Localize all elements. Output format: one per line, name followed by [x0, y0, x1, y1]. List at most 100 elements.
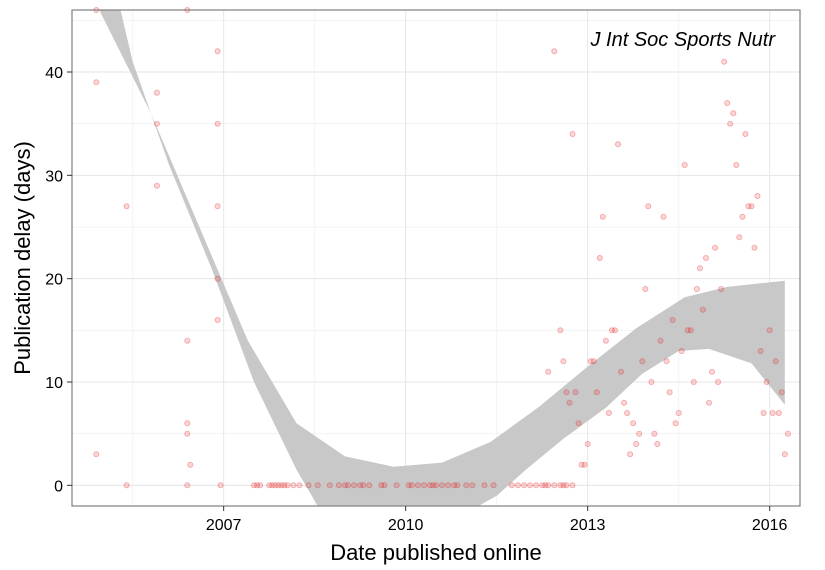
data-point — [766, 327, 773, 334]
data-point — [93, 451, 100, 458]
data-point — [514, 482, 521, 489]
data-point — [357, 482, 364, 489]
data-point — [739, 213, 746, 220]
data-point — [284, 482, 291, 489]
data-points — [93, 7, 791, 489]
y-tick-label: 30 — [45, 168, 63, 185]
data-point — [615, 141, 622, 148]
data-point — [666, 389, 673, 396]
data-point — [278, 482, 285, 489]
data-point — [451, 482, 458, 489]
data-point — [778, 389, 785, 396]
data-point — [184, 430, 191, 437]
data-point — [645, 203, 652, 210]
data-point — [184, 482, 191, 489]
data-point — [420, 482, 427, 489]
data-point — [253, 482, 260, 489]
journal-annotation: J Int Soc Sports Nutr — [589, 29, 776, 51]
plot-border — [71, 9, 801, 507]
x-tick-label: 2007 — [206, 517, 242, 534]
data-point — [724, 100, 731, 107]
data-point — [627, 451, 634, 458]
data-point — [581, 461, 588, 468]
data-point — [93, 79, 100, 86]
data-point — [454, 482, 461, 489]
data-point — [663, 358, 670, 365]
y-tick-label: 10 — [45, 375, 63, 392]
smoother-band — [99, 10, 785, 506]
data-point — [675, 409, 682, 416]
data-point — [754, 192, 761, 199]
data-point — [584, 440, 591, 447]
x-tick-label: 2013 — [570, 517, 606, 534]
data-point — [706, 399, 713, 406]
data-point — [721, 58, 728, 65]
data-point — [533, 482, 540, 489]
data-point — [648, 378, 655, 385]
data-point — [381, 482, 388, 489]
x-tick-label: 2016 — [752, 517, 788, 534]
data-point — [153, 89, 160, 96]
data-point — [772, 358, 779, 365]
data-point — [578, 461, 585, 468]
data-point — [257, 482, 264, 489]
data-point — [696, 265, 703, 272]
data-point — [557, 482, 564, 489]
data-point — [630, 420, 637, 427]
data-point — [405, 482, 412, 489]
data-point — [542, 482, 549, 489]
data-point — [736, 234, 743, 241]
data-point — [393, 482, 400, 489]
data-point — [608, 327, 615, 334]
data-point — [693, 285, 700, 292]
data-point — [521, 482, 528, 489]
data-point — [672, 420, 679, 427]
data-point — [123, 482, 130, 489]
data-point — [678, 347, 685, 354]
data-point — [360, 482, 367, 489]
data-point — [469, 482, 476, 489]
data-point — [769, 409, 776, 416]
data-point — [378, 482, 385, 489]
data-point — [621, 399, 628, 406]
data-point — [490, 482, 497, 489]
data-point — [426, 482, 433, 489]
data-point — [760, 409, 767, 416]
data-point — [715, 378, 722, 385]
data-point — [687, 327, 694, 334]
data-point — [414, 482, 421, 489]
data-point — [612, 327, 619, 334]
data-point — [566, 399, 573, 406]
data-point — [709, 368, 716, 375]
data-point — [560, 482, 567, 489]
data-point — [684, 327, 691, 334]
data-point — [690, 378, 697, 385]
data-point — [775, 409, 782, 416]
data-point — [153, 120, 160, 127]
data-point — [341, 482, 348, 489]
data-point — [184, 337, 191, 344]
data-point — [153, 182, 160, 189]
confidence-band — [99, 10, 785, 506]
x-ticks: 2007 2010 2013 2016 — [206, 506, 788, 534]
data-point — [605, 409, 612, 416]
data-point — [727, 120, 734, 127]
data-point — [187, 461, 194, 468]
data-point — [587, 358, 594, 365]
data-point — [681, 161, 688, 168]
data-point — [742, 130, 749, 137]
data-point — [305, 482, 312, 489]
data-point — [508, 482, 515, 489]
data-point — [596, 254, 603, 261]
data-point — [314, 482, 321, 489]
data-point — [745, 203, 752, 210]
y-axis-title: Publication delay (days) — [10, 141, 35, 375]
data-point — [660, 213, 667, 220]
data-point — [463, 482, 470, 489]
data-point — [633, 440, 640, 447]
data-point — [733, 161, 740, 168]
data-point — [551, 48, 558, 55]
data-point — [563, 389, 570, 396]
data-point — [642, 285, 649, 292]
